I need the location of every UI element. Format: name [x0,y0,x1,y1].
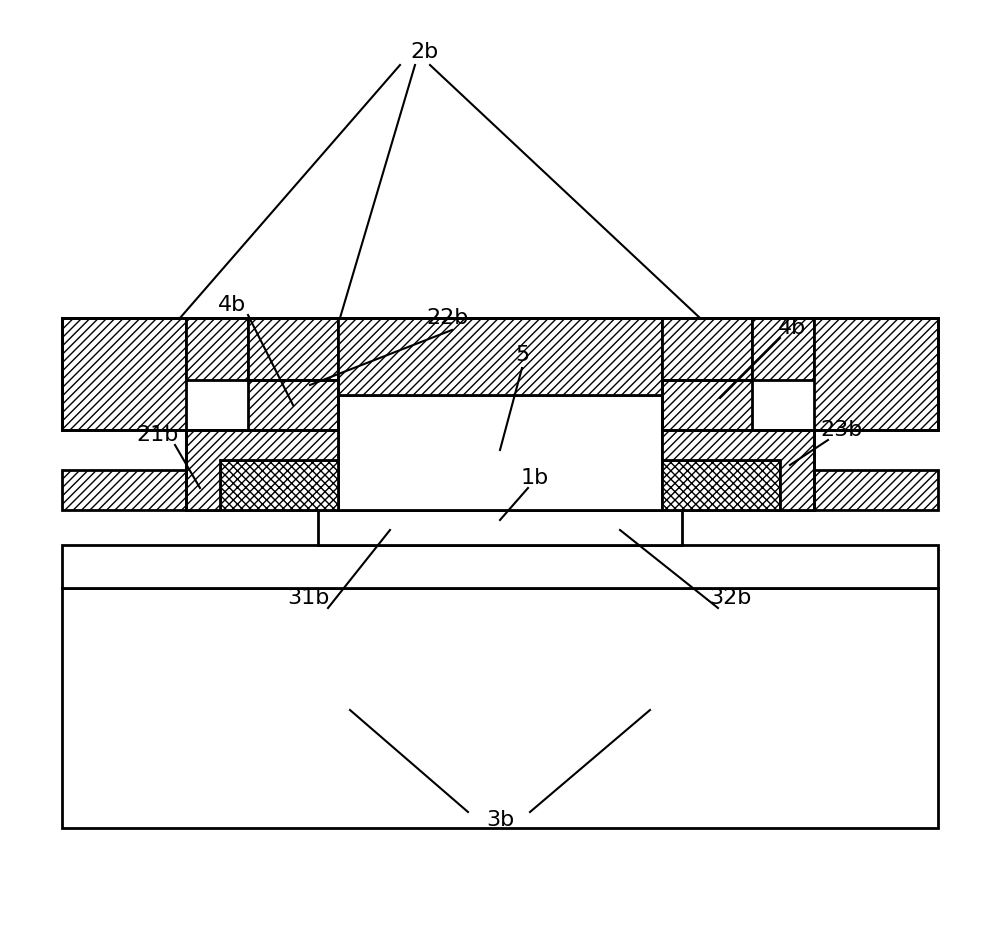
Text: 4b: 4b [218,295,246,315]
Polygon shape [662,430,814,510]
Text: 3b: 3b [486,810,514,830]
Text: 4b: 4b [778,318,806,338]
Polygon shape [220,460,338,510]
Polygon shape [318,498,682,545]
Polygon shape [662,318,752,380]
Polygon shape [186,318,248,380]
Polygon shape [338,318,662,395]
Text: 2b: 2b [411,42,439,62]
Polygon shape [62,318,186,430]
Text: 32b: 32b [709,588,751,608]
Polygon shape [814,318,938,430]
Polygon shape [338,395,662,510]
Text: 21b: 21b [137,425,179,445]
Polygon shape [662,460,780,510]
Polygon shape [662,380,752,430]
Polygon shape [186,430,338,510]
Polygon shape [62,545,938,588]
Polygon shape [62,470,938,510]
Polygon shape [62,588,938,828]
Text: 1b: 1b [521,468,549,488]
Text: 22b: 22b [427,308,469,328]
Polygon shape [752,318,814,380]
Text: 31b: 31b [287,588,329,608]
Polygon shape [248,380,338,430]
Text: 23b: 23b [821,420,863,440]
Polygon shape [248,318,338,380]
Text: 5: 5 [515,345,529,365]
